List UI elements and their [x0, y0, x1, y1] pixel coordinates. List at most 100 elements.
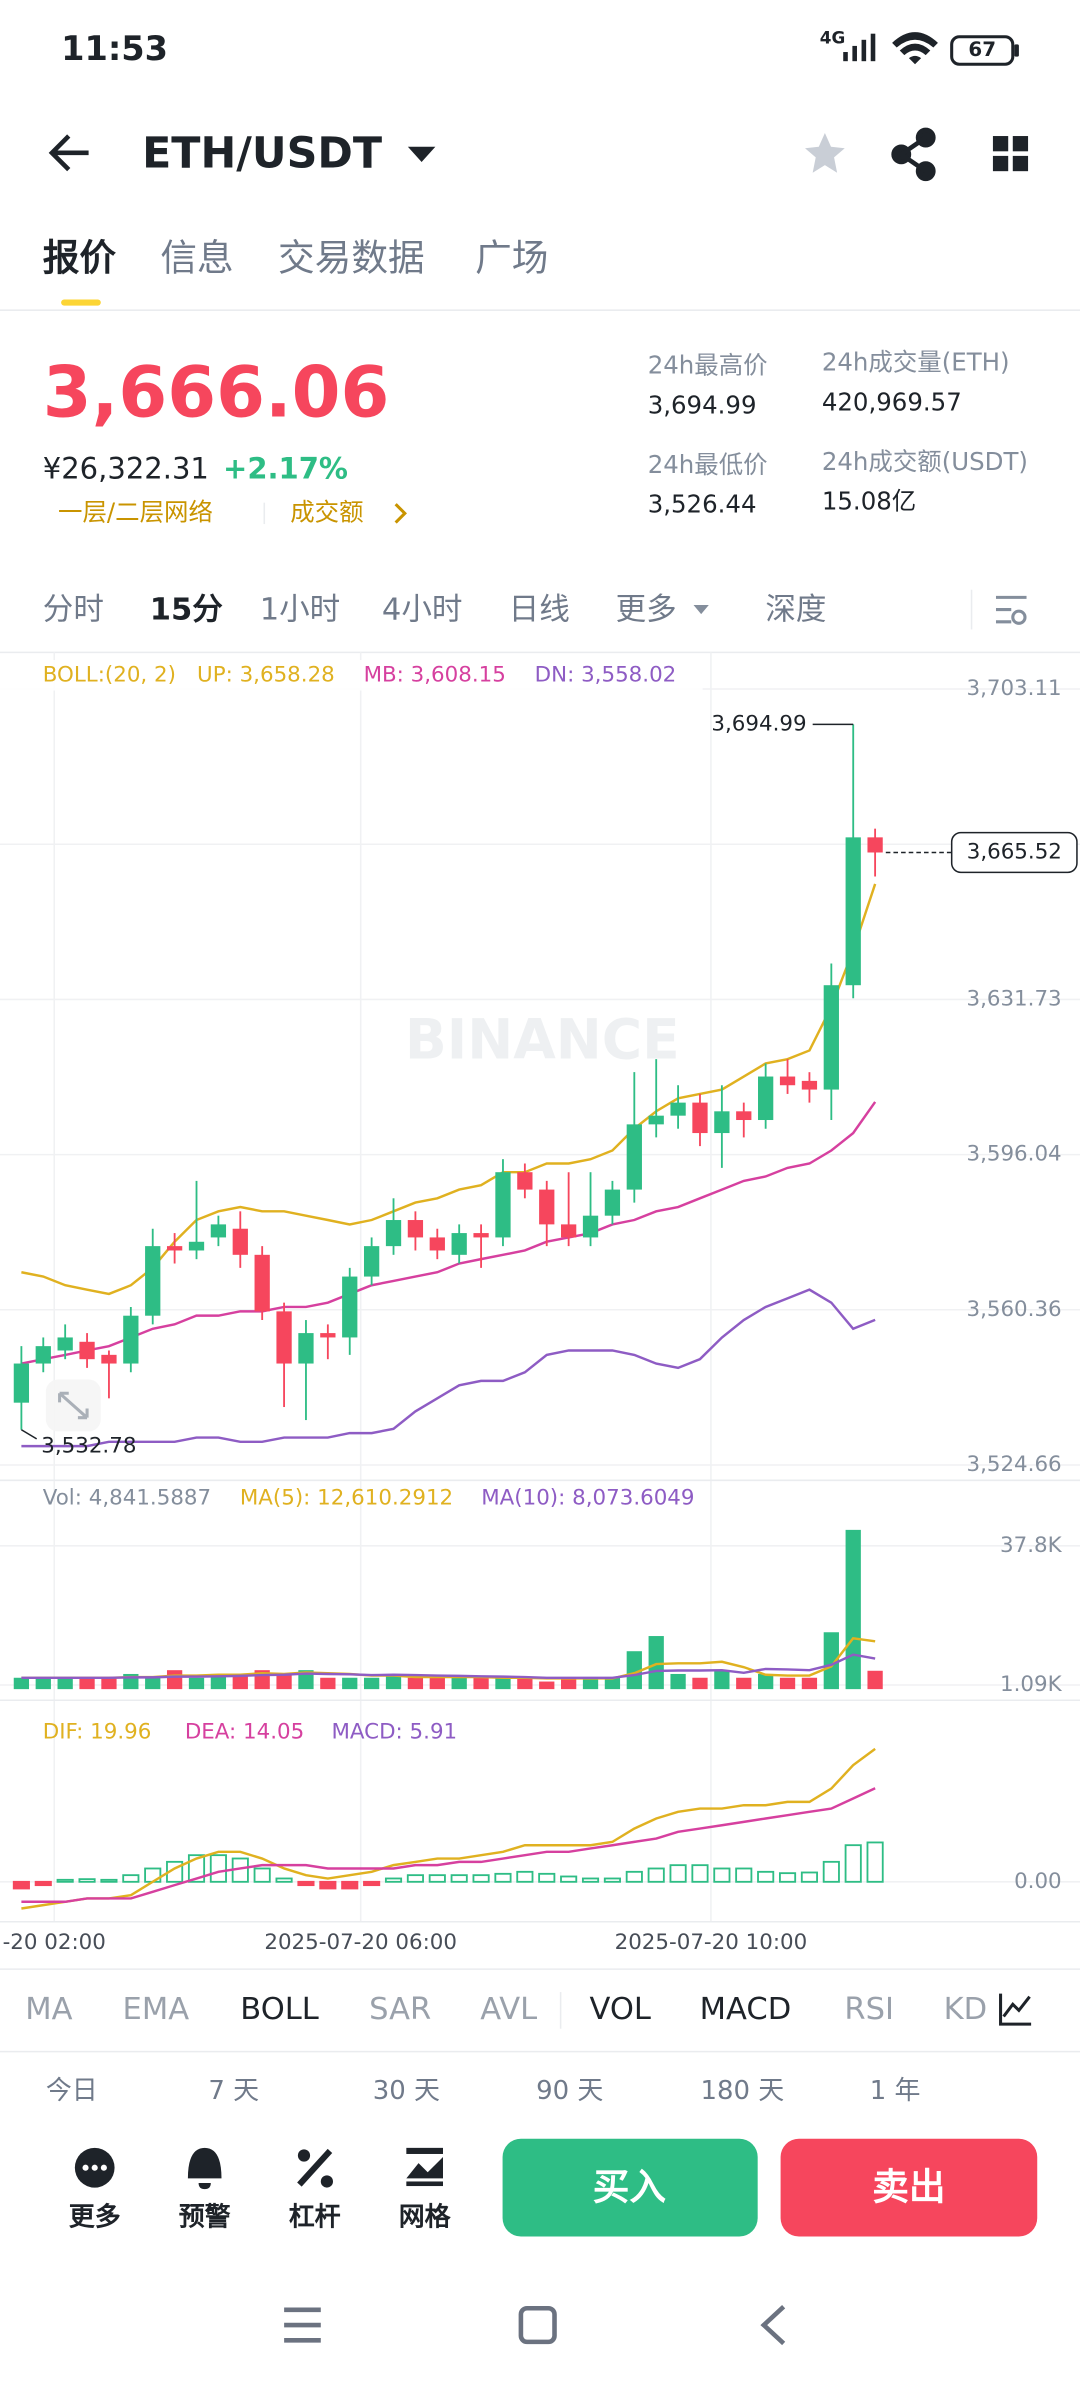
candle-body — [407, 1220, 424, 1238]
macd-bar — [822, 1860, 840, 1883]
back-icon[interactable] — [48, 134, 89, 172]
macd-bar — [450, 1874, 468, 1883]
candle-body — [692, 1102, 708, 1134]
interval-tab[interactable]: 分时 — [43, 593, 104, 628]
macd-bar — [844, 1844, 862, 1883]
legend-entry: MACD: 5.91 — [331, 1719, 457, 1744]
macd-bar — [56, 1878, 74, 1883]
macd-bar — [341, 1880, 359, 1890]
last-price-label: 3,665.52 — [967, 839, 1062, 864]
volume-bar — [561, 1677, 577, 1690]
range-tab[interactable]: 180 天 — [701, 2076, 785, 2106]
sell-label[interactable]: 卖出 — [872, 2166, 945, 2209]
buy-label[interactable]: 买入 — [593, 2166, 667, 2209]
macd-bar — [516, 1870, 534, 1883]
macd-bar — [275, 1877, 293, 1883]
candle-body — [57, 1337, 73, 1351]
legend-entry: DIF: 19.96 — [43, 1719, 152, 1744]
candle-body — [188, 1241, 205, 1251]
indicator-tab[interactable]: BOLL — [240, 1992, 319, 2027]
action-label[interactable]: 更多 — [69, 2203, 121, 2233]
pair-caret[interactable] — [407, 146, 436, 163]
interval-tab[interactable]: 1小时 — [260, 593, 341, 628]
indicator-tab[interactable]: AVL — [480, 1992, 537, 2027]
boll-line — [21, 883, 877, 1296]
indicator-tab[interactable]: VOL — [589, 1992, 650, 2027]
interval-tab[interactable]: 深度 — [765, 593, 826, 628]
range-tab[interactable]: 7 天 — [208, 2076, 259, 2106]
nav-bar[interactable] — [284, 2305, 786, 2346]
sell-button[interactable] — [780, 2138, 1038, 2237]
range-tab[interactable]: 90 天 — [536, 2076, 603, 2106]
pair-name[interactable]: ETH/USDT — [142, 128, 382, 178]
macd-bar — [757, 1870, 775, 1883]
indicator-tab[interactable]: KD — [944, 1992, 988, 2027]
volume-bar — [670, 1673, 686, 1690]
interval-tab[interactable]: 15分 — [150, 593, 224, 628]
indicator-tab[interactable]: MACD — [700, 1992, 792, 2027]
indicator-settings-icon[interactable] — [999, 1993, 1032, 2026]
volume-bar — [166, 1670, 183, 1690]
y-tick-label: 0.00 — [1014, 1869, 1062, 1894]
action-label[interactable]: 预警 — [179, 2202, 231, 2233]
indicator-tab[interactable]: MA — [25, 1992, 72, 2027]
candle-body — [867, 837, 883, 853]
volume-bar — [626, 1651, 642, 1690]
action-label[interactable]: 网格 — [399, 2202, 452, 2233]
candle-body — [166, 1246, 183, 1251]
candle-body — [473, 1233, 489, 1238]
range-tab[interactable]: 1 年 — [870, 2076, 921, 2106]
candle-body — [736, 1111, 752, 1121]
range-tab[interactable]: 今日 — [46, 2076, 98, 2106]
boll-line — [21, 1101, 877, 1365]
candle-body — [845, 837, 861, 986]
interval-tab[interactable]: 4小时 — [382, 593, 463, 628]
candle-body — [35, 1346, 51, 1364]
candle-body — [232, 1228, 248, 1255]
tab[interactable]: 交易数据 — [278, 236, 425, 279]
chart-settings-icon[interactable] — [995, 595, 1027, 625]
macd-bar — [472, 1874, 490, 1883]
macd-bar — [800, 1871, 818, 1883]
macd-bar — [735, 1867, 753, 1883]
tab[interactable]: 信息 — [160, 236, 233, 279]
tag-arrow[interactable] — [394, 503, 407, 524]
tab[interactable]: 报价 — [43, 236, 117, 279]
buy-button[interactable] — [502, 2138, 758, 2237]
interval-tab[interactable]: 日线 — [509, 593, 570, 628]
macd-bar — [297, 1880, 315, 1887]
candle-body — [604, 1189, 621, 1216]
candle-body — [758, 1076, 774, 1121]
action-label[interactable]: 杠杆 — [289, 2203, 341, 2233]
indicator-tab[interactable]: RSI — [844, 1992, 894, 2027]
x-tick-label: -20 02:00 — [3, 1930, 106, 1955]
y-tick-label: 1.09K — [1000, 1672, 1063, 1697]
interval-tab[interactable]: 更多 — [616, 593, 677, 628]
y-tick-label: 37.8K — [1000, 1533, 1063, 1558]
layout-icon[interactable] — [992, 136, 1029, 172]
legend-entry: MA(5): 12,610.2912 — [240, 1486, 453, 1511]
volume-bar — [101, 1677, 117, 1690]
candle-body — [779, 1076, 796, 1086]
y-tick-label: 3,524.66 — [966, 1452, 1061, 1477]
range-tab[interactable]: 30 天 — [373, 2076, 440, 2106]
action-icons[interactable] — [74, 2147, 443, 2190]
boll-line — [21, 1288, 876, 1448]
favorite-icon[interactable] — [805, 132, 845, 173]
share-icon[interactable] — [891, 127, 936, 182]
macd-bar — [122, 1874, 140, 1883]
tab-indicator — [61, 299, 101, 306]
tag[interactable]: 成交额 — [290, 497, 363, 526]
volume-bar — [320, 1677, 336, 1690]
tab[interactable]: 广场 — [475, 236, 548, 279]
expand-icon[interactable] — [45, 1379, 101, 1432]
candle-body — [13, 1363, 30, 1403]
macd-bar — [253, 1867, 271, 1883]
indicator-tab[interactable]: SAR — [369, 1992, 431, 2027]
tag[interactable]: 一层/二层网络 — [58, 497, 213, 526]
min-leader — [20, 1429, 38, 1440]
more-caret[interactable] — [693, 605, 709, 615]
indicator-tab[interactable]: EMA — [123, 1992, 190, 2027]
candle-body — [298, 1333, 314, 1364]
